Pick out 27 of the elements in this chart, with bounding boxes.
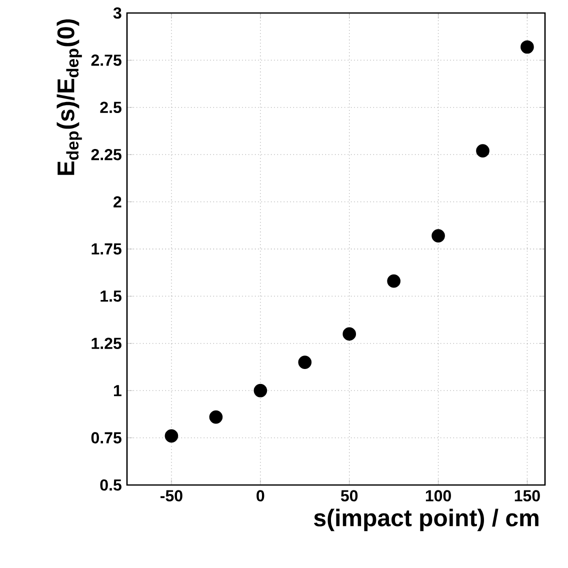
x-tick-label: 50 xyxy=(340,490,358,502)
x-tick-label: 100 xyxy=(426,490,451,502)
y-tick-label: 1.75 xyxy=(92,243,122,255)
point xyxy=(298,356,312,369)
point xyxy=(476,144,490,158)
y-tick-label: 0.5 xyxy=(100,479,122,491)
point xyxy=(254,384,268,398)
point xyxy=(164,429,178,443)
y-tick-label: 1 xyxy=(114,385,122,396)
x-tick-label: 150 xyxy=(514,490,540,502)
y-tick-label: 2.5 xyxy=(100,102,122,114)
y-tick-label: 0.75 xyxy=(91,432,122,444)
y-tick-label: 2.75 xyxy=(91,54,122,66)
point xyxy=(432,229,445,242)
y-tick-label: 2 xyxy=(114,196,122,208)
point xyxy=(209,410,223,424)
y-tick-label: 1.25 xyxy=(92,338,122,350)
y-tick-label: 3 xyxy=(113,7,122,19)
point xyxy=(520,40,534,54)
point xyxy=(387,274,400,288)
y-tick-label: 2.25 xyxy=(91,148,122,160)
point xyxy=(342,327,356,341)
x-tick-label: 0 xyxy=(256,490,264,502)
x-tick-label: -50 xyxy=(160,490,182,502)
x-axis-title: s(impact point) / cm xyxy=(314,508,538,532)
y-tick-label: 1.5 xyxy=(100,290,122,302)
y-axis-title: E$_{dep}$(s)/E$_{dep}$(0) xyxy=(56,19,82,175)
